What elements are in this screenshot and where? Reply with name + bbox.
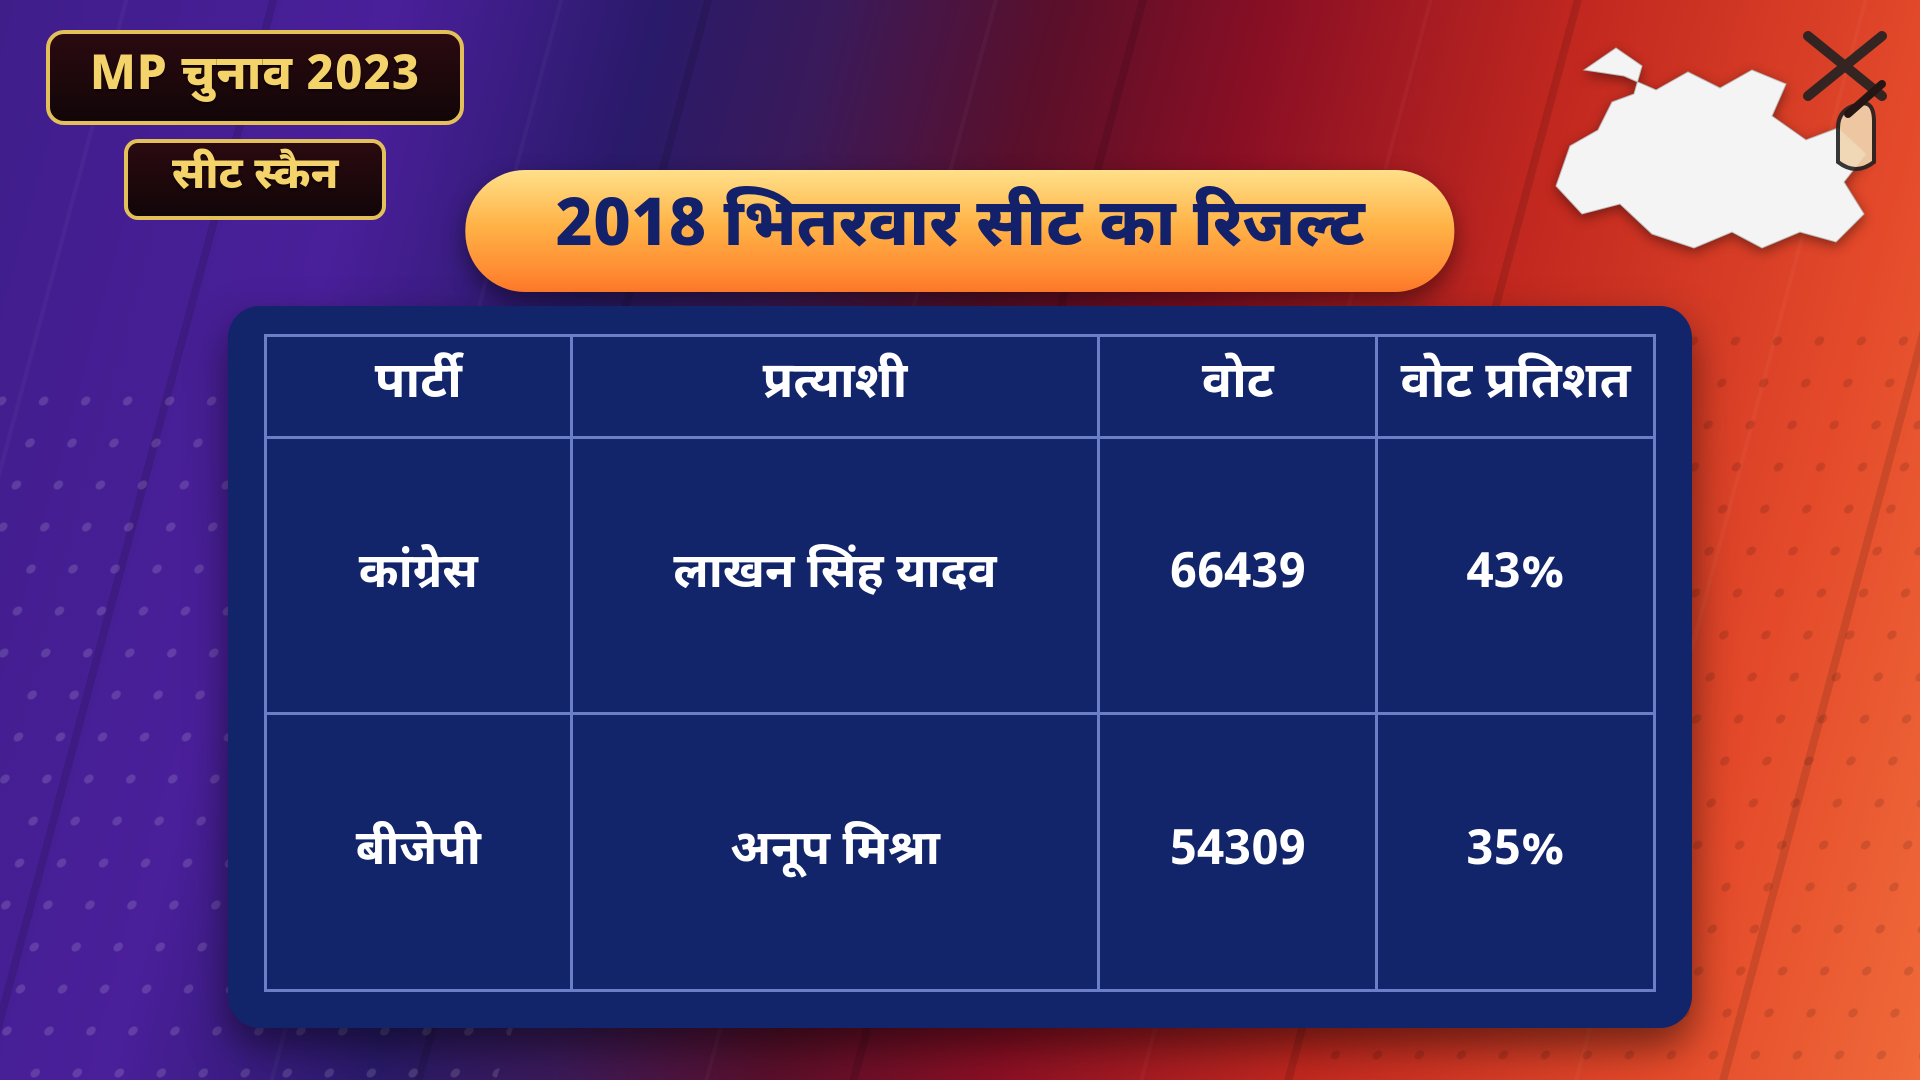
cell-candidate: अनूप मिश्रा xyxy=(571,714,1099,991)
cell-party: बीजेपी xyxy=(266,714,572,991)
cell-votes: 54309 xyxy=(1099,714,1377,991)
mp-map-icon xyxy=(1524,36,1884,266)
col-votes: वोट xyxy=(1099,336,1377,438)
cell-votepct: 43% xyxy=(1377,437,1655,714)
col-party: पार्टी xyxy=(266,336,572,438)
results-table: पार्टी प्रत्याशी वोट वोट प्रतिशत कांग्रे… xyxy=(264,334,1656,992)
election-badge: MP चुनाव 2023 सीट स्कैन xyxy=(46,30,464,220)
badge-line2: सीट स्कैन xyxy=(124,139,386,220)
cell-candidate: लाखन सिंह यादव xyxy=(571,437,1099,714)
badge-line1: MP चुनाव 2023 xyxy=(46,30,464,125)
table-header-row: पार्टी प्रत्याशी वोट वोट प्रतिशत xyxy=(266,336,1655,438)
cell-party: कांग्रेस xyxy=(266,437,572,714)
col-candidate: प्रत्याशी xyxy=(571,336,1099,438)
cell-votepct: 35% xyxy=(1377,714,1655,991)
title-text: 2018 भितरवार सीट का रिजल्ट xyxy=(555,186,1364,272)
vote-mark-icon xyxy=(1790,18,1910,178)
table-row: बीजेपी अनूप मिश्रा 54309 35% xyxy=(266,714,1655,991)
title-pill: 2018 भितरवार सीट का रिजल्ट xyxy=(465,170,1454,292)
cell-votes: 66439 xyxy=(1099,437,1377,714)
stage: MP चुनाव 2023 सीट स्कैन 2018 भितरवार सीट… xyxy=(0,0,1920,1080)
table-row: कांग्रेस लाखन सिंह यादव 66439 43% xyxy=(266,437,1655,714)
col-votepct: वोट प्रतिशत xyxy=(1377,336,1655,438)
results-card: पार्टी प्रत्याशी वोट वोट प्रतिशत कांग्रे… xyxy=(228,306,1692,1028)
